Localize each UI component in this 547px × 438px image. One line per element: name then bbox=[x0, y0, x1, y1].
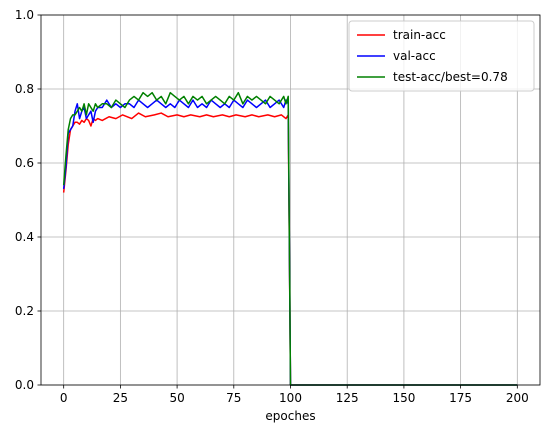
x-axis-ticks: 0 25 50 75 100 125 150 175 200 bbox=[60, 385, 529, 405]
x-tick-label: 75 bbox=[226, 391, 241, 405]
x-tick-label: 100 bbox=[279, 391, 302, 405]
x-tick-label: 175 bbox=[449, 391, 472, 405]
legend: train-acc val-acc test-acc/best=0.78 bbox=[348, 20, 535, 92]
x-tick-label: 125 bbox=[336, 391, 359, 405]
x-tick-label: 50 bbox=[169, 391, 184, 405]
legend-label: val-acc bbox=[393, 49, 436, 63]
legend-label: test-acc/best=0.78 bbox=[393, 70, 508, 84]
x-tick-label: 25 bbox=[113, 391, 128, 405]
series-lines bbox=[62, 91, 518, 386]
x-axis-label: epoches bbox=[265, 409, 315, 423]
x-tick-label: 150 bbox=[392, 391, 415, 405]
y-tick-label: 0.0 bbox=[15, 378, 34, 392]
y-tick-label: 0.6 bbox=[15, 156, 34, 170]
series-line-2 bbox=[62, 99, 518, 386]
y-axis-ticks: 0.0 0.2 0.4 0.6 0.8 1.0 bbox=[15, 8, 41, 392]
y-tick-label: 0.8 bbox=[15, 82, 34, 96]
y-tick-label: 0.4 bbox=[15, 230, 34, 244]
series-line-1 bbox=[62, 112, 518, 386]
y-tick-label: 1.0 bbox=[15, 8, 34, 22]
legend-label: train-acc bbox=[393, 28, 446, 42]
series-line-3 bbox=[62, 91, 518, 386]
legend-box bbox=[348, 20, 535, 92]
y-tick-label: 0.2 bbox=[15, 304, 34, 318]
x-tick-label: 200 bbox=[506, 391, 529, 405]
x-tick-label: 0 bbox=[60, 391, 68, 405]
